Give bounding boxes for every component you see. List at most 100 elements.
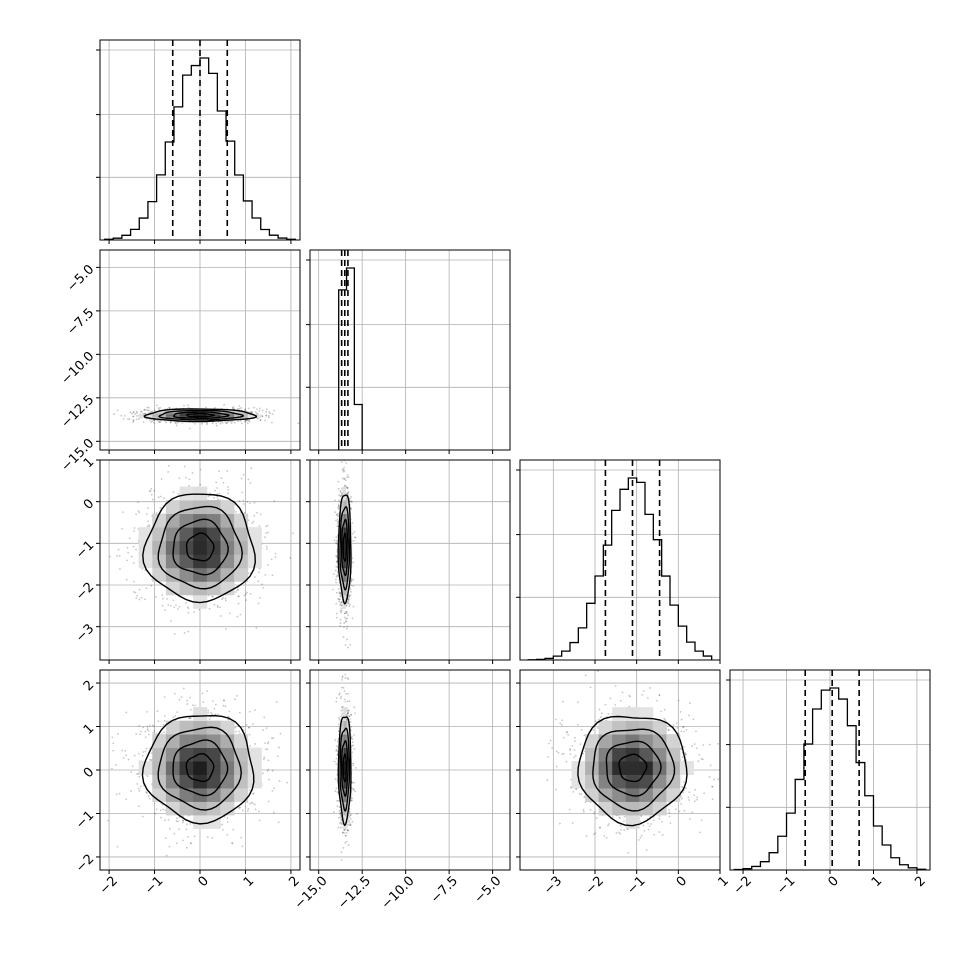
scatter-point — [134, 591, 137, 594]
grid-lines — [730, 670, 930, 870]
scatter-point — [347, 491, 350, 494]
density-cell — [220, 500, 235, 515]
scatter-point — [340, 686, 343, 689]
scatter-point — [132, 411, 135, 414]
scatter-point — [335, 748, 338, 751]
scatter-point — [340, 819, 342, 821]
density-cell — [165, 414, 180, 417]
scatter-point — [120, 414, 123, 417]
scatter-point — [340, 821, 342, 824]
scatter-point — [340, 604, 343, 607]
scatter-point — [138, 775, 141, 778]
density-cell — [625, 815, 640, 829]
scatter-point — [583, 734, 586, 737]
scatter-point — [698, 753, 701, 756]
scatter-point — [619, 817, 621, 820]
scatter-point — [225, 422, 228, 424]
scatter-point — [340, 706, 343, 708]
scatter-point — [176, 711, 179, 714]
density-cell — [639, 788, 654, 802]
scatter-point — [340, 611, 342, 614]
density-cell — [234, 734, 249, 749]
density-cell — [347, 500, 350, 515]
histogram-panel-1 — [96, 39, 301, 244]
histogram-step — [527, 477, 713, 661]
scatter-point — [159, 809, 162, 812]
scatter-point — [347, 600, 350, 602]
density-cell — [347, 774, 350, 789]
scatter-point — [342, 636, 345, 639]
contours — [142, 493, 257, 604]
scatter-point — [307, 540, 309, 542]
density-cell — [625, 788, 640, 802]
scatter-point — [350, 793, 353, 796]
scatter-point — [188, 427, 191, 430]
scatter-point — [272, 737, 275, 740]
scatter-point — [136, 594, 139, 597]
density-cell — [220, 416, 235, 418]
scatter-point — [334, 511, 336, 514]
scatter-point — [661, 834, 664, 836]
scatter-point — [271, 413, 274, 416]
scatter-point — [696, 796, 699, 799]
scatter-point — [614, 703, 617, 706]
scatter-point — [253, 514, 256, 517]
scatter-point — [348, 603, 351, 606]
scatter-point — [351, 787, 353, 790]
contour-line — [341, 739, 349, 798]
scatter-point — [249, 482, 252, 484]
scatter-point — [151, 498, 154, 501]
scatter-point — [341, 477, 344, 480]
scatter-point — [345, 840, 348, 843]
scatter-point — [576, 723, 579, 726]
scatter-point — [251, 793, 254, 795]
scatter-point — [618, 816, 621, 819]
scatter-point — [335, 541, 337, 544]
scatter-point — [347, 712, 349, 715]
scatter-point — [619, 824, 622, 827]
density-cell — [585, 774, 600, 789]
scatter-point — [269, 412, 271, 415]
scatter-point — [336, 571, 339, 574]
contour-line — [186, 412, 216, 418]
scatter-point — [153, 725, 155, 728]
scatter-point — [250, 411, 253, 414]
scatter-point — [118, 792, 121, 795]
scatter-point — [254, 709, 257, 712]
scatter-point — [691, 745, 693, 747]
scatter-point — [216, 713, 219, 716]
scatter-point — [249, 592, 252, 595]
scatter-point — [685, 728, 688, 731]
scatter-point — [244, 408, 247, 411]
scatter-point — [248, 726, 251, 729]
x-tick-label: −2 — [97, 874, 121, 898]
density-cell — [138, 540, 153, 555]
scatter-point — [222, 828, 224, 831]
density-cell — [652, 774, 667, 789]
scatter-point — [348, 715, 351, 718]
scatter-point — [335, 581, 337, 584]
scatter-point — [353, 781, 355, 784]
scatter-point — [343, 828, 345, 831]
scatter-point — [256, 412, 258, 415]
scatter-point — [352, 578, 355, 581]
density-cell — [652, 761, 667, 775]
scatter-point — [238, 405, 241, 407]
scatter-point — [349, 818, 352, 820]
scatter-point — [139, 785, 142, 788]
scatter-point — [163, 731, 166, 734]
scatter-point — [546, 779, 549, 782]
density-cell — [585, 788, 600, 802]
scatter-point — [258, 596, 261, 599]
scatter-point — [336, 525, 339, 528]
scatter-point — [228, 612, 231, 615]
scatter-point — [347, 712, 349, 715]
density-cell — [342, 554, 345, 569]
scatter-point — [134, 413, 137, 415]
scatter-point — [600, 712, 603, 715]
scatter-point — [349, 721, 352, 723]
scatter-point — [172, 491, 175, 494]
scatter-point — [122, 757, 125, 759]
scatter-point — [111, 736, 114, 739]
scatter-point — [336, 515, 339, 517]
